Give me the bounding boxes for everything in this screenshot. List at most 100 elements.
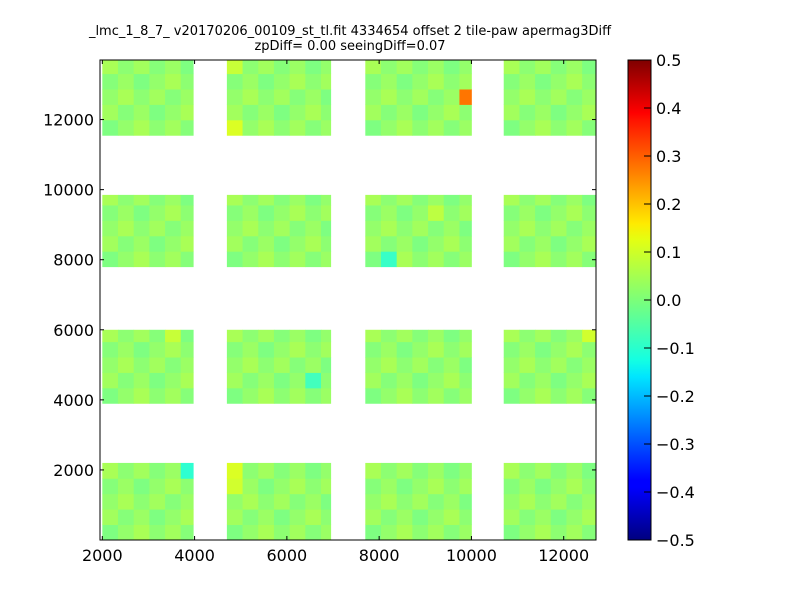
heatmap-cell [321, 104, 332, 121]
heatmap-cell [566, 220, 583, 237]
heatmap-cell [133, 509, 150, 525]
heatmap-cell [443, 235, 460, 252]
heatmap-cell [550, 60, 567, 75]
x-tick-label: 8000 [359, 546, 400, 565]
heatmap-cell [321, 89, 332, 105]
colorbar-tick-label: 0.3 [656, 147, 681, 166]
heatmap-cell [102, 524, 119, 541]
heatmap-cell [550, 89, 567, 105]
heatmap-cell [396, 357, 413, 373]
heatmap-cell [443, 220, 460, 237]
heatmap-cell [305, 357, 322, 373]
heatmap-cell [503, 194, 520, 206]
heatmap-cell [226, 194, 243, 206]
heatmap-cell [443, 119, 460, 136]
heatmap-cell [365, 341, 382, 358]
heatmap-cell [149, 387, 166, 404]
heatmap-cell [180, 387, 194, 404]
heatmap-cell [258, 220, 275, 237]
chart-title-line: _lmc_1_8_7_ v20170206_00109_st_tl.fit 43… [88, 24, 612, 39]
heatmap-cell [165, 89, 182, 105]
heatmap-cell [258, 194, 275, 206]
x-tick-label: 4000 [174, 546, 215, 565]
heatmap-cell [428, 60, 445, 75]
heatmap-cell [519, 372, 536, 389]
heatmap-cell [428, 104, 445, 121]
heatmap-cell [226, 357, 243, 373]
heatmap-cell [149, 73, 166, 90]
heatmap-cell [258, 89, 275, 105]
heatmap-cell [582, 235, 597, 252]
heatmap-cell [180, 89, 194, 105]
heatmap-cell [396, 89, 413, 105]
heatmap-cell [305, 462, 322, 479]
heatmap-cell [503, 119, 520, 136]
heatmap-cell [289, 509, 306, 525]
heatmap-cell [117, 220, 135, 237]
heatmap-cell [535, 509, 552, 525]
colorbar-tick-label: 0.2 [656, 195, 681, 214]
heatmap-cell [459, 104, 472, 121]
heatmap-cell [519, 357, 536, 373]
heatmap-cell [289, 194, 306, 206]
heatmap-cell [566, 89, 583, 105]
heatmap-cell [566, 329, 583, 343]
heatmap-cell [133, 462, 150, 479]
heatmap-cell [321, 73, 332, 90]
heatmap-cell [566, 478, 583, 495]
heatmap-cell [380, 341, 398, 358]
heatmap-cell [226, 462, 243, 479]
heatmap-cell [149, 493, 166, 510]
heatmap-cell [289, 235, 306, 252]
heatmap-cell [149, 220, 166, 237]
heatmap-cell [305, 73, 322, 90]
heatmap-cell [519, 329, 536, 343]
heatmap-cell [102, 60, 119, 75]
heatmap-cell [117, 341, 135, 358]
heatmap-cell [503, 329, 520, 343]
heatmap-cell [443, 329, 460, 343]
heatmap-cell [117, 357, 135, 373]
heatmap-cell [165, 357, 182, 373]
heatmap-cell [258, 387, 275, 404]
heatmap-cell [503, 251, 520, 268]
heatmap-cell [149, 104, 166, 121]
heatmap-cell [535, 341, 552, 358]
heatmap-cell [428, 509, 445, 525]
heatmap-cell [180, 235, 194, 252]
heatmap-cell [321, 60, 332, 75]
heatmap-cell [289, 493, 306, 510]
heatmap-cell [550, 372, 567, 389]
heatmap-cell [180, 372, 194, 389]
heatmap-cell [305, 235, 322, 252]
heatmap-cell [535, 60, 552, 75]
heatmap-cell [258, 493, 275, 510]
heatmap-cell [550, 341, 567, 358]
heatmap-cell [412, 329, 429, 343]
heatmap-cell [365, 205, 382, 221]
heatmap-cell [396, 493, 413, 510]
heatmap-cell [102, 194, 119, 206]
heatmap-cell [396, 104, 413, 121]
heatmap-cell [535, 478, 552, 495]
heatmap-cell [566, 194, 583, 206]
heatmap-cell [149, 235, 166, 252]
heatmap-cell [428, 341, 445, 358]
heatmap-cell [459, 341, 472, 358]
heatmap-cell [258, 104, 275, 121]
heatmap-cell [582, 462, 597, 479]
heatmap-cell [503, 220, 520, 237]
heatmap-cell [396, 194, 413, 206]
heatmap-cell [380, 73, 398, 90]
heatmap-cell [535, 462, 552, 479]
heatmap-cell [503, 387, 520, 404]
heatmap-cell [321, 372, 332, 389]
heatmap-cell [396, 509, 413, 525]
heatmap-cell [102, 493, 119, 510]
heatmap-cell [550, 119, 567, 136]
heatmap-cell [258, 357, 275, 373]
heatmap-cell [550, 329, 567, 343]
heatmap-cell [519, 462, 536, 479]
heatmap-cell [180, 524, 194, 541]
heatmap-cell [428, 372, 445, 389]
